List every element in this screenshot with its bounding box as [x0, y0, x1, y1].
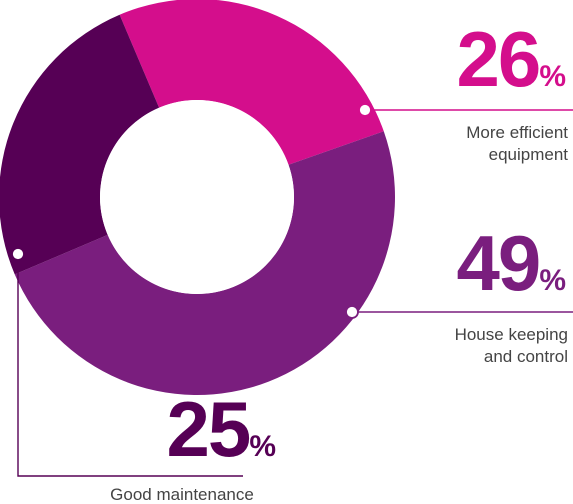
pct-symbol-housekeeping: % — [539, 264, 566, 297]
value-label-efficient: 26% — [457, 15, 566, 103]
category-label-housekeeping-line2: and control — [484, 347, 568, 366]
marker-housekeeping — [345, 305, 359, 319]
donut-slices — [0, 0, 395, 395]
donut-hole — [100, 100, 294, 294]
value-label-housekeeping: 49% — [457, 219, 566, 307]
pct-symbol-maintenance: % — [249, 430, 276, 463]
category-label-maintenance: Good maintenance — [110, 485, 254, 504]
category-label-housekeeping-line1: House keeping — [455, 325, 568, 344]
value-maintenance: 25 — [167, 385, 250, 473]
leader-line-maintenance — [17, 254, 243, 477]
category-label-efficient-line2: equipment — [489, 145, 569, 164]
category-label-efficient-line1: More efficient — [466, 123, 568, 142]
slice-efficient — [119, 0, 384, 165]
value-label-maintenance: 25% — [167, 385, 276, 473]
slice-maintenance — [0, 14, 160, 275]
slice-housekeeping — [14, 131, 395, 395]
marker-efficient — [358, 103, 372, 117]
marker-maintenance — [11, 247, 25, 261]
value-efficient: 26 — [457, 15, 540, 103]
pct-symbol-efficient: % — [539, 60, 566, 93]
value-housekeeping: 49 — [457, 219, 540, 307]
